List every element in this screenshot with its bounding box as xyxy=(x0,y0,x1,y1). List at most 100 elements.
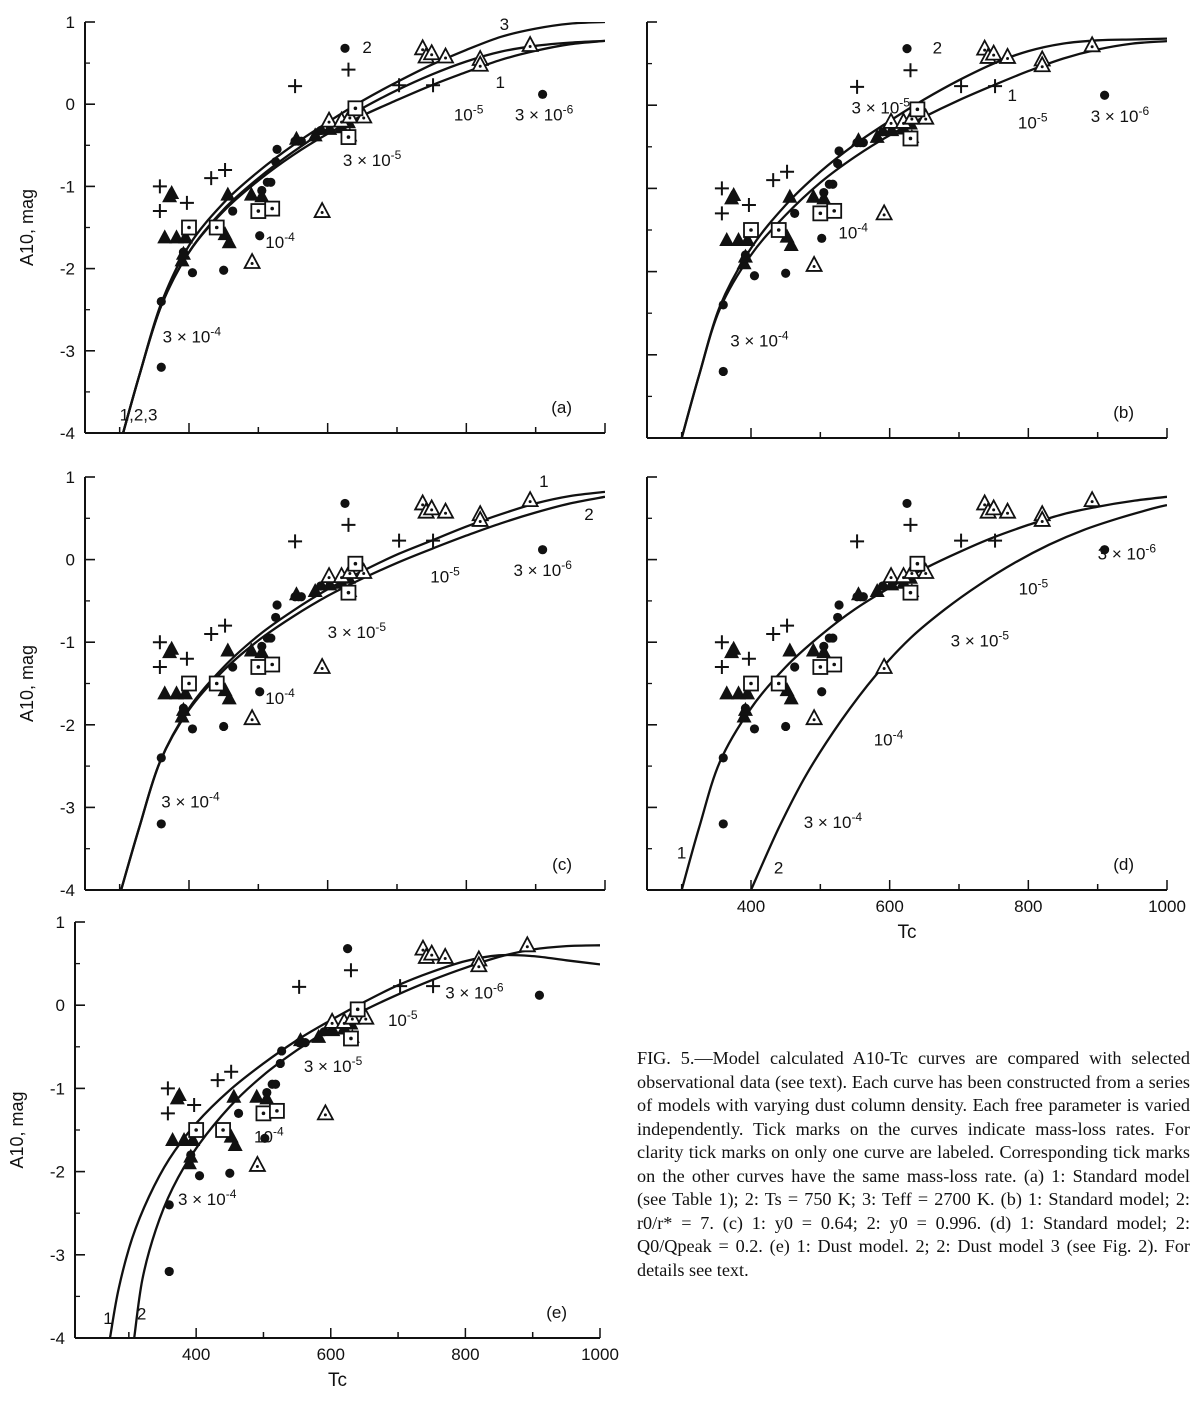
dot-point xyxy=(272,144,282,155)
mass-loss-exponent: -4 xyxy=(210,325,221,339)
mass-loss-base: 10 xyxy=(265,233,284,252)
open-triangle-dot xyxy=(889,576,893,580)
y-tick-label: 1 xyxy=(66,468,75,487)
open-triangle-point xyxy=(875,203,894,221)
filled-triangle-point xyxy=(220,186,236,201)
mass-loss-label: 3 × 10-6 xyxy=(1098,542,1157,564)
observations xyxy=(152,490,548,829)
boxed-dot-center xyxy=(776,681,781,686)
dot-point xyxy=(228,662,238,672)
mass-loss-base: 10 xyxy=(265,689,284,708)
open-triangle-dot xyxy=(528,500,532,504)
boxed-dot-center xyxy=(275,1109,279,1113)
panel-label: (a) xyxy=(551,398,572,417)
dot-point xyxy=(255,687,265,697)
mass-loss-label: 3 × 10-5 xyxy=(343,148,402,170)
plus-point xyxy=(341,517,356,532)
plus-point xyxy=(204,171,219,186)
curve-label: 1 xyxy=(495,73,504,92)
open-triangle-point xyxy=(984,43,1003,61)
dot-point xyxy=(340,498,350,509)
filled-triangle-point xyxy=(171,1087,187,1102)
dot-point xyxy=(878,127,888,137)
y-tick-label: 1 xyxy=(56,913,65,932)
series-line-2 xyxy=(119,495,605,890)
y-tick-label: 0 xyxy=(66,551,75,570)
x-tick-label: 400 xyxy=(182,1345,210,1364)
y-tick-label: -2 xyxy=(60,260,75,279)
plus-point xyxy=(392,533,407,548)
y-tick-label: -2 xyxy=(50,1163,65,1182)
filled-triangle-point xyxy=(157,229,173,244)
plus-point xyxy=(179,195,194,210)
mass-loss-exponent: -6 xyxy=(1145,542,1156,556)
plus-point xyxy=(392,78,407,93)
mass-loss-base: 10 xyxy=(838,223,857,242)
mass-loss-label: 3 × 10-6 xyxy=(513,558,572,580)
dot-point xyxy=(270,1079,281,1089)
dot-point xyxy=(316,125,326,136)
filled-triangle-point xyxy=(164,184,180,199)
mass-loss-label: 10-5 xyxy=(1019,576,1049,598)
filled-triangle-point xyxy=(183,1148,199,1163)
plus-point xyxy=(152,659,167,674)
open-triangle-dot xyxy=(478,64,482,68)
open-triangle-point xyxy=(998,501,1017,519)
mass-loss-label: 3 × 10-4 xyxy=(730,328,789,350)
dot-point xyxy=(834,146,844,156)
filled-triangle-point xyxy=(869,128,885,143)
mass-loss-base: 3 × 10 xyxy=(852,99,900,118)
open-triangle-dot xyxy=(421,503,425,507)
mass-loss-base: 3 × 10 xyxy=(163,328,211,347)
plus-point xyxy=(903,517,918,532)
boxed-dot-center xyxy=(749,228,753,232)
dot-point xyxy=(749,724,760,734)
plus-point xyxy=(850,79,865,94)
open-triangle-point xyxy=(323,1011,342,1029)
filled-triangle-point xyxy=(254,188,270,203)
boxed-dot-center xyxy=(353,106,358,111)
dot-point xyxy=(1100,90,1110,100)
series-line-2 xyxy=(133,944,600,1338)
boxed-dot-center xyxy=(908,136,913,141)
dot-point xyxy=(790,662,800,672)
panel-label: (c) xyxy=(552,855,572,874)
dot-point xyxy=(878,581,888,591)
open-triangle-point xyxy=(518,935,537,953)
dot-point xyxy=(833,612,843,623)
plus-point xyxy=(218,162,233,177)
x-axis-title: Tc xyxy=(898,922,917,943)
dot-point xyxy=(187,268,198,278)
mass-loss-label: 3 × 10-4 xyxy=(161,789,220,811)
plus-point xyxy=(903,63,918,78)
series-line-2 xyxy=(121,22,605,433)
dot-point xyxy=(781,268,791,278)
filled-triangle-point xyxy=(243,642,259,657)
filled-triangle-point xyxy=(178,229,194,244)
boxed-dot-center xyxy=(832,209,836,213)
filled-triangle-point xyxy=(175,245,191,260)
open-triangle-dot xyxy=(992,508,996,512)
open-triangle-point xyxy=(469,955,488,973)
y-axis-title: A10, mag xyxy=(17,645,37,722)
open-triangle-dot xyxy=(525,945,529,949)
x-tick-label: 400 xyxy=(737,897,765,916)
mass-loss-label: 10-4 xyxy=(838,220,868,242)
curve-label: 2 xyxy=(137,1305,146,1324)
dot-point xyxy=(534,990,545,1000)
plus-point xyxy=(341,62,356,77)
open-triangle-dot xyxy=(348,116,352,120)
filled-triangle-point xyxy=(307,582,323,597)
y-tick-label: -4 xyxy=(60,881,75,900)
series-line-2 xyxy=(680,37,1167,438)
x-tick-label: 600 xyxy=(317,1345,345,1364)
plus-point xyxy=(780,164,795,179)
dot-point xyxy=(156,753,166,763)
open-triangle-point xyxy=(316,1103,335,1121)
dot-point xyxy=(156,362,166,372)
x-tick-label: 1000 xyxy=(581,1345,619,1364)
dot-point xyxy=(817,233,827,243)
mass-loss-exponent: -4 xyxy=(226,1187,237,1201)
x-tick-label: 800 xyxy=(451,1345,479,1364)
